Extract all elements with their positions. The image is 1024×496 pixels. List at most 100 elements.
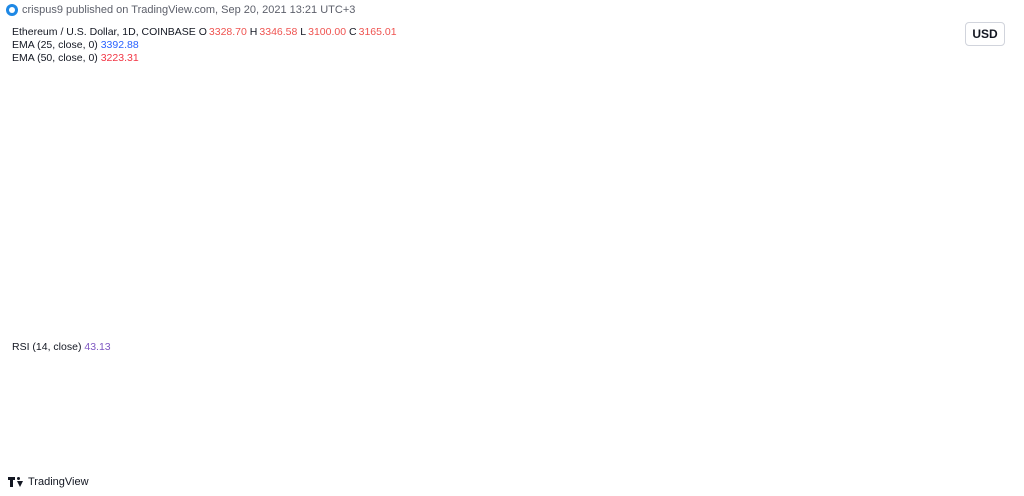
candle-body — [485, 184, 488, 190]
candle-body — [540, 117, 543, 121]
candle-body — [357, 192, 360, 194]
candle-body — [863, 77, 867, 80]
candle-body — [714, 177, 717, 183]
candle-body — [128, 287, 132, 289]
time-tick-label: 9 — [104, 449, 112, 465]
candle-body — [571, 52, 574, 65]
candle-body — [580, 97, 583, 112]
candle-body — [546, 107, 549, 118]
candle-body — [70, 298, 74, 300]
currency-button[interactable]: USD — [965, 22, 1005, 46]
candle-body — [382, 219, 385, 222]
ema25-legend[interactable]: EMA (25, close, 0) 3392.88 — [12, 39, 139, 52]
candle-body — [784, 135, 787, 141]
candle-body — [626, 140, 629, 146]
candle-body — [58, 301, 61, 303]
candle-body — [507, 165, 510, 174]
candle-body — [763, 158, 766, 165]
grid-lines — [0, 20, 946, 446]
candle-body — [778, 133, 781, 147]
candle-body — [86, 294, 89, 296]
candle-body — [74, 296, 77, 300]
candle-body — [165, 287, 168, 289]
candle-body — [409, 217, 412, 221]
candle-body — [623, 139, 626, 148]
candle-body — [80, 295, 83, 297]
candle-body — [272, 245, 275, 248]
candle-body — [385, 221, 388, 227]
rsi-axis[interactable]: 75.00 50.00 25.00 — [958, 361, 993, 450]
candle-body — [455, 205, 458, 211]
candle-body — [638, 145, 641, 153]
candle-body — [552, 75, 556, 93]
candle-body — [339, 200, 342, 208]
candle-body — [28, 303, 31, 305]
candle-body — [379, 216, 382, 220]
candle-body — [189, 287, 193, 289]
candle-body — [836, 96, 839, 107]
candle-body — [821, 103, 824, 109]
price-legend: Ethereum / U.S. Dollar, 1D, COINBASE O 33… — [12, 26, 397, 39]
rsi-legend[interactable]: RSI (14, close) 43.13 — [12, 341, 111, 354]
candle-body — [793, 115, 796, 127]
price-axis[interactable]: 3000.00 2000.00 1000.00 0.00 — [958, 113, 1009, 338]
rsi-tick-label: 25.00 — [958, 434, 993, 450]
footer-brand: TradingView — [28, 476, 89, 488]
candle-body — [141, 288, 144, 290]
candle-body — [247, 272, 251, 274]
candle-body — [616, 140, 620, 144]
candle-body — [260, 248, 263, 255]
candle-body — [476, 197, 479, 200]
candle-body — [867, 78, 870, 89]
candle-body — [363, 193, 366, 199]
candle-body — [336, 203, 339, 208]
ema50-legend[interactable]: EMA (50, close, 0) 3223.31 — [12, 52, 139, 65]
candle-body — [833, 104, 836, 115]
candle-body — [589, 160, 592, 163]
candle-body — [131, 288, 135, 290]
candle-body — [751, 178, 754, 184]
candle-body — [330, 213, 333, 215]
candle-body — [162, 287, 165, 289]
candle-body — [257, 254, 260, 259]
candle-body — [488, 184, 491, 190]
candle-body — [302, 231, 305, 234]
candle-body — [851, 48, 854, 61]
candle-body — [491, 176, 495, 191]
candle-body — [95, 291, 98, 293]
candle-body — [583, 110, 586, 136]
candle-body — [89, 292, 92, 296]
candle-body — [418, 206, 421, 210]
price-tick-label: 3000.00 — [958, 113, 1009, 129]
candle-body — [555, 66, 559, 76]
candle-body — [708, 178, 711, 180]
symbol-label[interactable]: Ethereum / U.S. Dollar, 1D, COINBASE — [12, 26, 196, 38]
ema25-value: 3392.88 — [100, 39, 139, 51]
rsi-value: 43.13 — [84, 341, 111, 353]
candle-body — [684, 189, 687, 197]
candle-body — [674, 186, 678, 199]
rsi-guide-lines — [0, 375, 946, 435]
candle-body — [342, 200, 345, 208]
candle-body — [479, 196, 482, 199]
candle-body — [882, 82, 885, 84]
candle-body — [211, 283, 214, 285]
candle-body — [781, 132, 784, 140]
candle-body — [732, 194, 735, 200]
candle-body — [403, 221, 406, 223]
candle-body — [860, 74, 864, 81]
candle-body — [760, 163, 763, 175]
candle-body — [470, 203, 473, 207]
candle-body — [186, 286, 190, 288]
candle-body — [37, 303, 40, 305]
candle-body — [400, 223, 403, 225]
candle-body — [662, 172, 665, 179]
time-axis[interactable]: ct 9 2021 Mar May Jul Sep — [1, 449, 872, 465]
candle-body — [806, 100, 809, 110]
open-label: O — [198, 26, 207, 38]
candle-body — [110, 288, 113, 291]
candle-body — [375, 209, 379, 217]
candle-body — [537, 118, 540, 126]
candle-body — [226, 281, 229, 283]
